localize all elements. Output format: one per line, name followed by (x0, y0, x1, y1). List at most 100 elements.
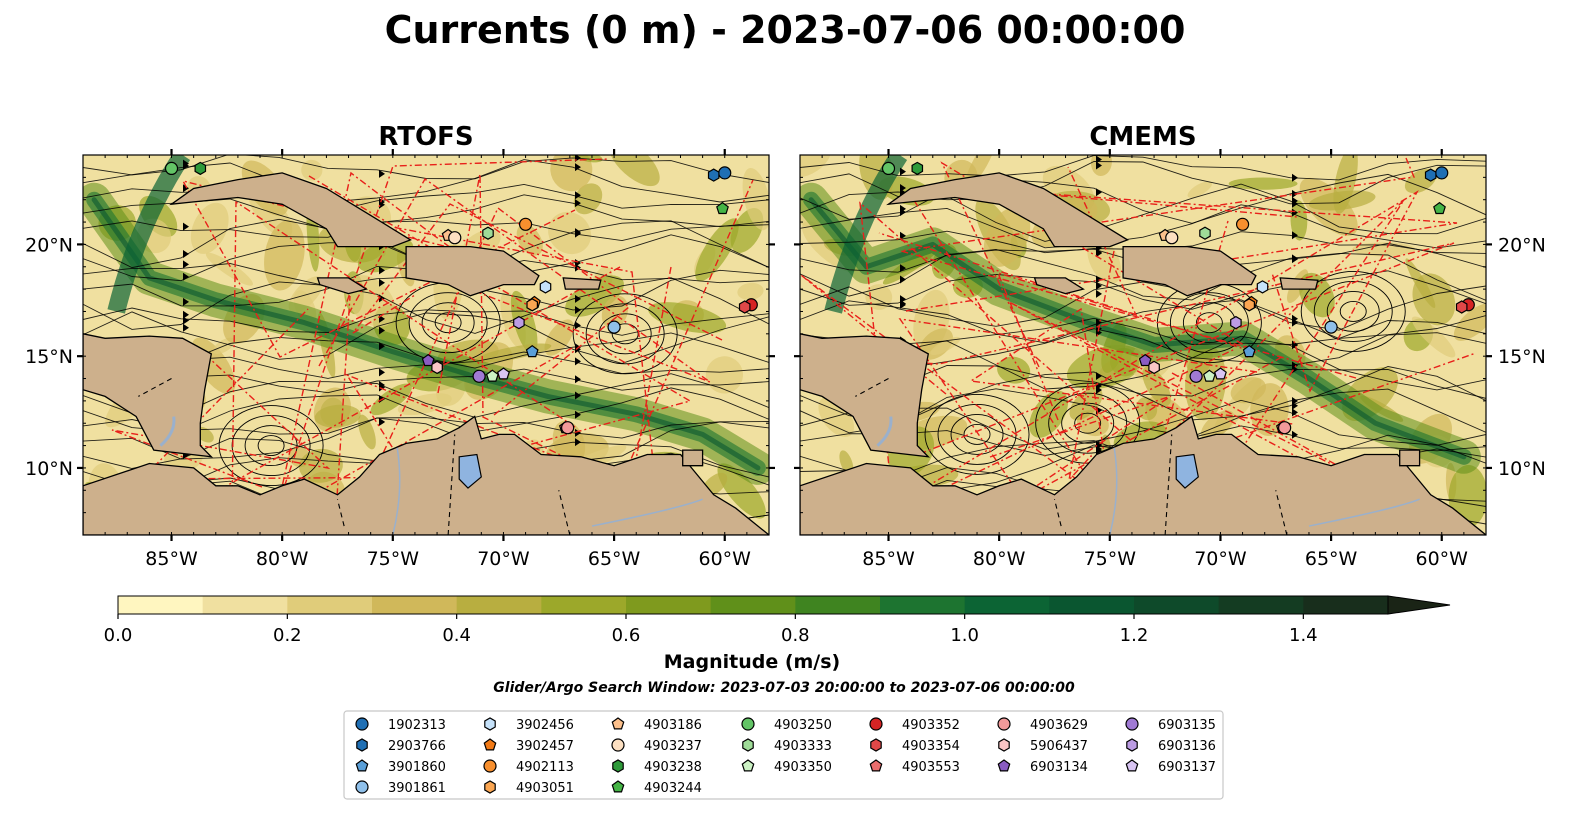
map-body (83, 155, 769, 535)
y-tick-label: 10°N (1498, 458, 1546, 480)
legend-entry-4903237: 4903237 (644, 739, 702, 754)
panel-title: CMEMS (1089, 122, 1196, 152)
legend-entry-4903354: 4903354 (902, 739, 960, 754)
magnitude-patch (1411, 316, 1456, 358)
country-border (1275, 490, 1288, 535)
streamline-arrow (1292, 408, 1298, 417)
eez-boundary (352, 203, 723, 341)
colorbar-tick-label: 1.0 (950, 625, 979, 646)
legend-marker-4903244 (611, 780, 625, 793)
float-marker-3901860 (1242, 344, 1256, 358)
float-marker-5906437 (431, 360, 443, 375)
streamline-arrow (183, 323, 189, 332)
legend-marker-4903629 (997, 717, 1011, 731)
float-legend: 1902313 2903766 3901860 3901861 3902456 39024… (343, 710, 1224, 800)
legend-entry-3902457: 3902457 (516, 739, 574, 754)
float-marker-4903250 (881, 161, 896, 176)
x-tick-label: 60°W (1416, 548, 1469, 570)
streamline-arrow (1096, 446, 1102, 455)
colorbar: 0.0 0.2 0.4 0.6 0.8 1.0 1.2 1.4 (104, 595, 1451, 646)
colorbar-segment (1303, 596, 1389, 614)
colorbar-tick-label: 1.2 (1120, 625, 1149, 646)
legend-marker-2903766 (356, 738, 368, 752)
x-tick-label: 65°W (1305, 548, 1358, 570)
legend-entry-4903352: 4903352 (902, 718, 960, 733)
map-panel-cmems: CMEMS 85°W 80°W 75°W 70°W 65°W 60°W 10°N 15°N 20°… (794, 122, 1546, 570)
streamline-arrow (575, 410, 581, 419)
eddy-streamline (408, 292, 488, 354)
colorbar-segment (372, 596, 458, 614)
streamline-arrow (379, 198, 385, 207)
eez-boundary (989, 356, 1283, 514)
x-tick-label: 75°W (367, 548, 420, 570)
float-marker-4903629 (561, 421, 575, 435)
streamline-arrow (1292, 199, 1298, 208)
magnitude-patch (930, 336, 961, 356)
magnitude-patch (314, 404, 361, 428)
y-tick-label: 15°N (25, 346, 73, 368)
eez-boundary (905, 190, 1458, 312)
eddy-streamline (924, 393, 1030, 475)
colorbar-label: Magnitude (m/s) (664, 651, 841, 673)
eddy-streamline (1195, 312, 1223, 334)
float-marker-4903333 (1199, 226, 1211, 240)
search-window-note: Glider/Argo Search Window: 2023-07-03 20… (493, 680, 1075, 696)
streamline-arrow (575, 229, 581, 238)
colorbar-tick-label: 0.6 (612, 625, 641, 646)
streamline-arrow (575, 438, 581, 447)
streamline-arrow (1292, 430, 1298, 439)
streamline (800, 173, 1486, 224)
x-tick-label: 60°W (699, 548, 752, 570)
streamline (83, 311, 769, 364)
eddy-streamline (244, 425, 298, 467)
streamline-arrow (900, 167, 906, 176)
magnitude-patch (301, 159, 323, 181)
legend-entry-2903766: 2903766 (388, 739, 446, 754)
streamline-arrow (379, 368, 385, 377)
land-hisp (405, 245, 540, 297)
float-marker-6903136 (513, 315, 525, 330)
streamline-arrow (183, 184, 189, 193)
colorbar-tick-label: 0.4 (442, 625, 471, 646)
magnitude-patch (717, 463, 766, 519)
streamline (83, 277, 769, 334)
float-marker-6903134 (421, 353, 435, 367)
streamline-arrow (575, 294, 581, 303)
y-tick-label: 10°N (25, 458, 73, 480)
y-tick-label: 15°N (1498, 346, 1546, 368)
magnitude-patch (264, 219, 305, 291)
magnitude-patch (1228, 177, 1298, 190)
legend-entry-6903137: 6903137 (1158, 760, 1216, 775)
eez-boundary (1161, 199, 1405, 477)
eddy-streamline (950, 413, 1004, 455)
eddy-streamline (1061, 402, 1115, 444)
legend-marker-4903238 (612, 759, 624, 773)
eddy-streamline (1313, 281, 1393, 342)
colorbar-tick-label: 0.2 (273, 625, 302, 646)
streamline (800, 204, 1486, 249)
legend-entry-6903136: 6903136 (1158, 739, 1216, 754)
legend-marker-6903137 (1125, 759, 1139, 772)
float-marker-4902113 (1235, 217, 1250, 231)
streamline-arrow (1096, 289, 1102, 298)
streamline-arrow (1096, 372, 1102, 381)
country-border (447, 434, 456, 535)
streamline-arrow (1096, 161, 1102, 170)
float-marker-4903244 (1433, 201, 1446, 215)
legend-entry-4903238: 4903238 (644, 760, 702, 775)
map-frame (799, 154, 1487, 536)
streamline-arrow (575, 391, 581, 400)
float-marker-6903135 (472, 369, 486, 383)
colorbar-segment (541, 596, 627, 614)
magnitude-patch (298, 448, 343, 483)
float-marker-4903238 (194, 161, 207, 176)
river (1308, 498, 1420, 527)
magnitude-patch (1187, 181, 1212, 198)
streamline-arrow (379, 266, 385, 275)
streamline-arrow (379, 169, 385, 178)
eddy-streamline (1048, 392, 1128, 454)
land-cuba (169, 172, 412, 248)
eddy-streamline (434, 312, 462, 334)
eez-boundary (900, 157, 1415, 379)
